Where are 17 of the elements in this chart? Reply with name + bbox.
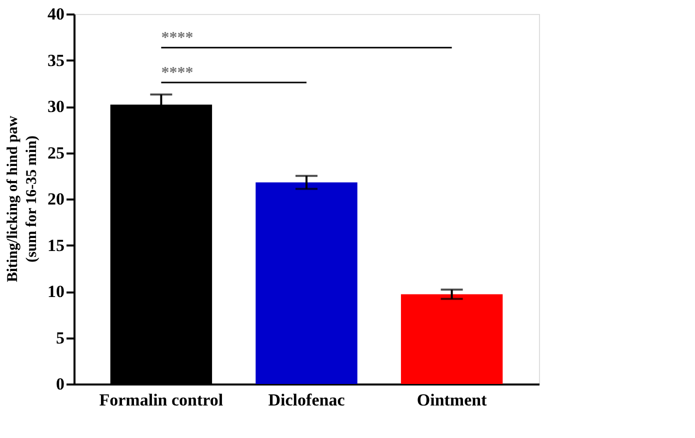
y-tick-label: 20 bbox=[48, 190, 64, 208]
x-tick-label: Ointment bbox=[416, 390, 488, 410]
y-tick-label: 15 bbox=[48, 236, 64, 255]
bar bbox=[400, 294, 503, 384]
x-tick-label: Diclofenac bbox=[268, 390, 346, 410]
y-tick-label: 35 bbox=[48, 50, 64, 70]
y-tick-label: 30 bbox=[48, 97, 64, 116]
y-tick-label: 0 bbox=[56, 374, 64, 394]
annotation: **** bbox=[161, 30, 194, 47]
y-tick-label: 40 bbox=[48, 4, 64, 24]
y-axis-title: Biting/licking of hind paw (sum for 16-35 min) bbox=[5, 116, 40, 282]
y-tick-label: 25 bbox=[48, 143, 64, 162]
y-tick-label: 10 bbox=[48, 282, 64, 301]
x-tick-label: Formalin control bbox=[99, 390, 224, 410]
y-tick-label: 5 bbox=[56, 328, 64, 348]
annotation: **** bbox=[161, 64, 194, 82]
bar bbox=[256, 182, 358, 384]
